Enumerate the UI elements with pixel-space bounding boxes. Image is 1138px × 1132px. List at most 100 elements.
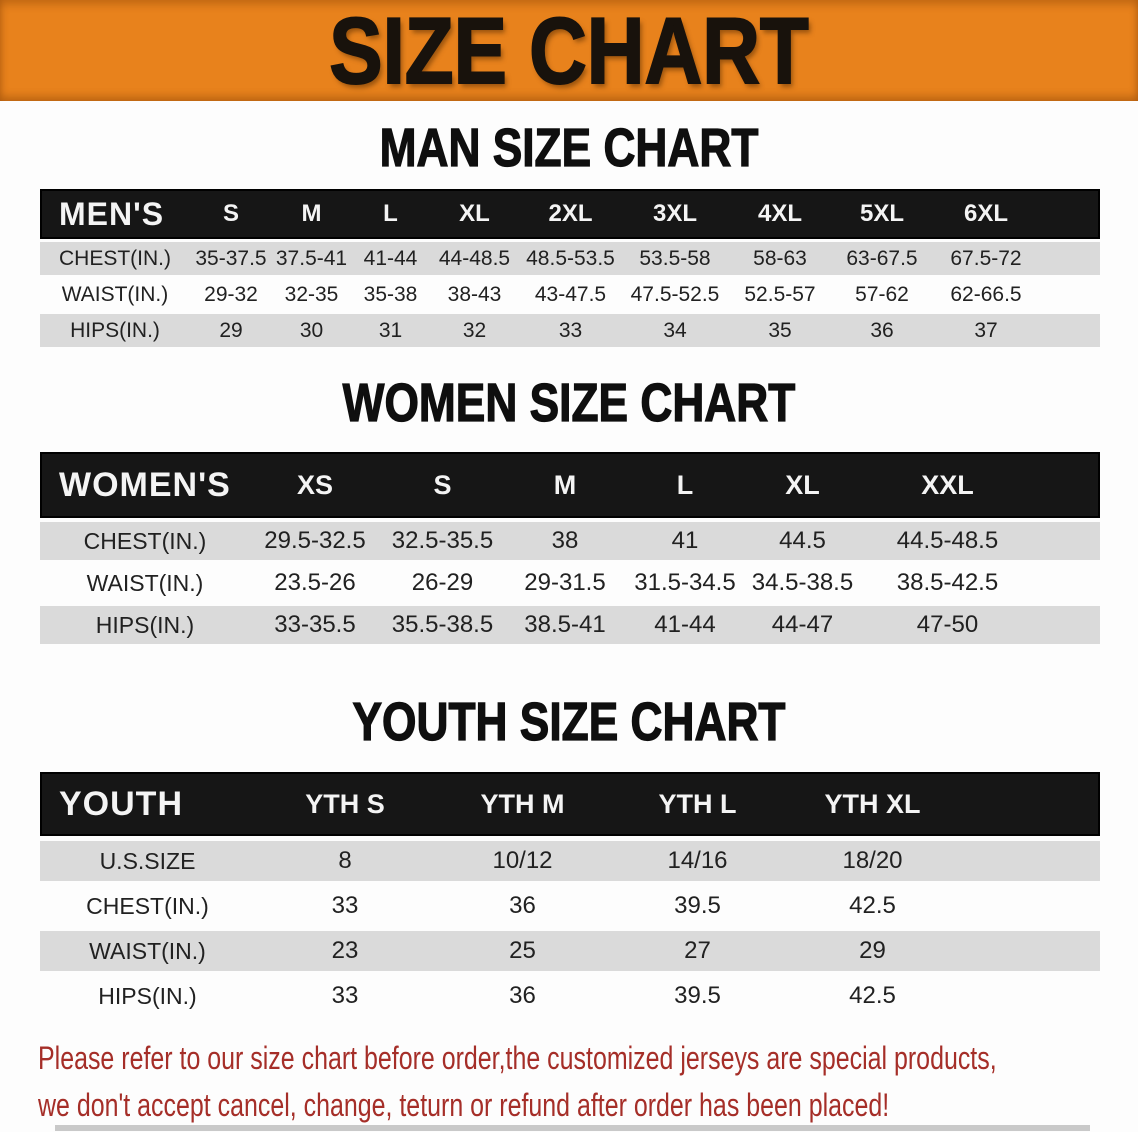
size-column-header: XL xyxy=(745,452,860,518)
row-spacer xyxy=(1040,314,1100,347)
size-value-cell: 23 xyxy=(255,931,435,971)
youth-waist-row: WAIST(IN.) 23 25 27 29 xyxy=(40,931,1100,971)
row-spacer xyxy=(960,886,1100,926)
size-value-cell: 14/16 xyxy=(610,841,785,881)
row-label: HIPS(IN.) xyxy=(40,606,250,644)
size-value-cell: 34 xyxy=(622,314,728,347)
size-value-cell: 23.5-26 xyxy=(274,569,356,596)
size-column-header: 6XL xyxy=(932,189,1040,239)
size-value-cell: 44.5-48.5 xyxy=(860,522,1035,560)
size-value-cell: 67.5-72 xyxy=(932,242,1040,275)
row-spacer xyxy=(1040,278,1100,311)
row-label: WAIST(IN.) xyxy=(61,282,169,306)
size-value-cell: 34.5-38.5 xyxy=(751,569,854,596)
size-value-cell: 37.5-41 xyxy=(272,242,351,275)
header-spacer xyxy=(1040,189,1100,239)
size-value-cell: 62-66.5 xyxy=(950,282,1022,306)
women-header-bar: WOMEN'S XS S M L XL XXL xyxy=(40,452,1100,518)
size-column-header: L xyxy=(625,452,745,518)
men-group-label: MEN'S xyxy=(40,189,190,239)
size-value-cell: 38-43 xyxy=(447,282,502,306)
women-section-heading: WOMEN SIZE CHART xyxy=(342,373,796,433)
size-value-cell: 35-37.5 xyxy=(190,242,272,275)
size-column-header: YTH M xyxy=(435,772,610,836)
header-spacer xyxy=(960,772,1100,836)
row-spacer xyxy=(1040,242,1100,275)
size-column-header: M xyxy=(272,189,351,239)
size-value-cell: 36 xyxy=(509,892,536,919)
row-label: CHEST(IN.) xyxy=(40,522,250,560)
size-value-cell: 32-35 xyxy=(284,282,339,306)
size-value-cell: 53.5-58 xyxy=(622,242,728,275)
men-chest-row: CHEST(IN.) 35-37.5 37.5-41 41-44 44-48.5… xyxy=(40,242,1100,275)
size-value-cell: 41 xyxy=(625,522,745,560)
disclaimer-text: Please refer to our size chart before or… xyxy=(38,1035,1138,1129)
size-value-cell: 33-35.5 xyxy=(250,606,380,644)
size-column-header: 3XL xyxy=(622,189,728,239)
size-value-cell: 29 xyxy=(785,931,960,971)
size-column-header: S xyxy=(380,452,505,518)
size-value-cell: 58-63 xyxy=(728,242,832,275)
header-spacer xyxy=(1035,452,1100,518)
size-column-header: XS xyxy=(250,452,380,518)
size-value-cell: 44.5 xyxy=(745,522,860,560)
row-spacer xyxy=(960,841,1100,881)
size-value-cell: 31.5-34.5 xyxy=(634,569,736,596)
size-column-header: XXL xyxy=(860,452,1035,518)
banner: SIZE CHART xyxy=(0,0,1138,101)
size-column-header: 5XL xyxy=(832,189,932,239)
size-value-cell: 33 xyxy=(331,892,359,919)
size-value-cell: 29.5-32.5 xyxy=(250,522,380,560)
size-value-cell: 35.5-38.5 xyxy=(380,606,505,644)
row-label: WAIST(IN.) xyxy=(86,569,204,596)
size-value-cell: 42.5 xyxy=(849,982,896,1009)
page-title: SIZE CHART xyxy=(287,2,851,98)
size-value-cell: 48.5-53.5 xyxy=(519,242,622,275)
men-section-heading: MAN SIZE CHART xyxy=(379,118,759,178)
size-value-cell: 44-47 xyxy=(745,606,860,644)
size-value-cell: 25 xyxy=(435,931,610,971)
row-label: HIPS(IN.) xyxy=(98,982,197,1009)
size-value-cell: 37 xyxy=(932,314,1040,347)
size-value-cell: 38.5-41 xyxy=(505,606,625,644)
row-spacer xyxy=(960,976,1100,1016)
size-column-header: YTH XL xyxy=(785,772,960,836)
row-label: CHEST(IN.) xyxy=(86,892,209,919)
youth-header-bar: YOUTH YTH S YTH M YTH L YTH XL xyxy=(40,772,1100,836)
size-column-header: 4XL xyxy=(728,189,832,239)
size-column-header: YTH S xyxy=(255,772,435,836)
size-value-cell: 27 xyxy=(610,931,785,971)
row-label: CHEST(IN.) xyxy=(40,242,190,275)
size-value-cell: 38 xyxy=(505,522,625,560)
size-value-cell: 38.5-42.5 xyxy=(896,569,999,596)
men-size-table: MEN'S S M L XL 2XL 3XL 4XL 5XL 6XL CHEST… xyxy=(40,186,1100,350)
youth-hips-row: HIPS(IN.) 33 36 39.5 42.5 xyxy=(40,976,1100,1016)
row-spacer xyxy=(1035,564,1100,602)
size-value-cell: 35-38 xyxy=(363,282,418,306)
size-value-cell: 39.5 xyxy=(674,892,721,919)
youth-group-label: YOUTH xyxy=(40,772,255,836)
disclaimer-line-2: we don't accept cancel, change, teturn o… xyxy=(38,1087,890,1123)
size-value-cell: 42.5 xyxy=(849,892,896,919)
size-column-header: M xyxy=(505,452,625,518)
size-value-cell: 63-67.5 xyxy=(832,242,932,275)
youth-section-heading: YOUTH SIZE CHART xyxy=(352,692,786,752)
women-size-table: WOMEN'S XS S M L XL XXL CHEST(IN.) 29.5-… xyxy=(40,448,1100,648)
women-chest-row: CHEST(IN.) 29.5-32.5 32.5-35.5 38 41 44.… xyxy=(40,522,1100,560)
size-value-cell: 36 xyxy=(832,314,932,347)
size-value-cell: 10/12 xyxy=(435,841,610,881)
women-waist-row: WAIST(IN.) 23.5-26 26-29 29-31.5 31.5-34… xyxy=(40,564,1100,602)
size-value-cell: 57-62 xyxy=(855,282,909,306)
women-hips-row: HIPS(IN.) 33-35.5 35.5-38.5 38.5-41 41-4… xyxy=(40,606,1100,644)
size-column-header: L xyxy=(351,189,430,239)
size-column-header: S xyxy=(190,189,272,239)
bottom-edge-strip xyxy=(55,1125,1090,1131)
size-value-cell: 18/20 xyxy=(785,841,960,881)
youth-size-table: YOUTH YTH S YTH M YTH L YTH XL U.S.SIZE … xyxy=(40,767,1100,1021)
size-value-cell: 47-50 xyxy=(860,606,1035,644)
size-value-cell: 32 xyxy=(430,314,519,347)
size-value-cell: 39.5 xyxy=(674,982,721,1009)
size-value-cell: 8 xyxy=(255,841,435,881)
size-value-cell: 33 xyxy=(331,982,359,1009)
size-value-cell: 47.5-52.5 xyxy=(630,282,720,306)
